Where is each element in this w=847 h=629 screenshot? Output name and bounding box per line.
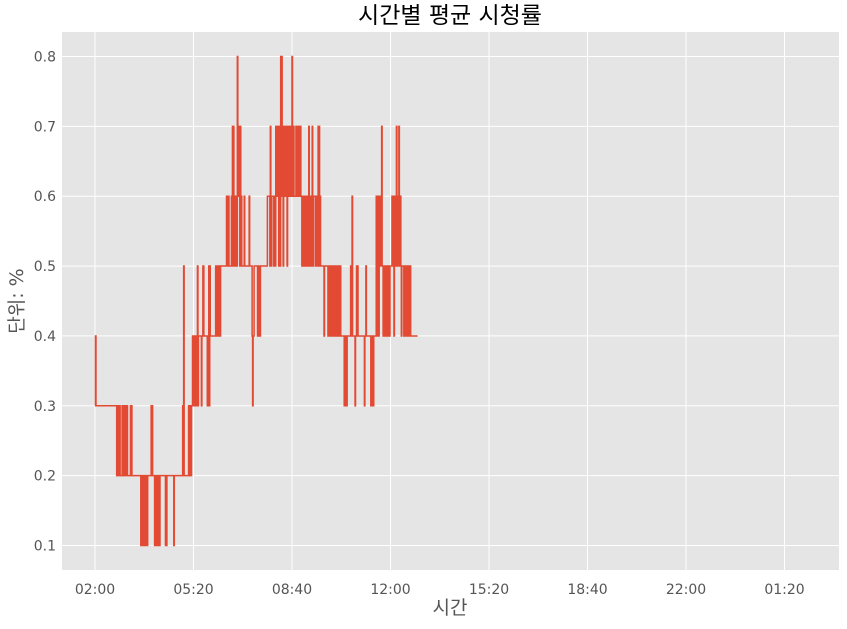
series-line (94, 55, 418, 547)
x-tick-labels: 02:00 05:20 08:40 12:00 15:20 18:40 22:00 01:20 (75, 582, 805, 598)
y-tick-label: 0.6 (34, 189, 56, 205)
y-tick-label: 0.3 (34, 399, 56, 415)
x-tick-label: 22:00 (666, 582, 706, 598)
x-tick-label: 15:20 (469, 582, 509, 598)
y-tick-label: 0.5 (34, 259, 56, 275)
y-tick-label: 0.7 (34, 119, 56, 135)
y-tick-label: 0.1 (34, 539, 56, 555)
x-tick-label: 08:40 (272, 582, 312, 598)
y-tick-label: 0.4 (34, 329, 56, 345)
x-tick-label: 05:20 (173, 582, 213, 598)
y-axis-label: 단위: % (6, 268, 28, 333)
y-tick-label: 0.8 (34, 49, 56, 65)
plot-area (62, 32, 839, 570)
x-axis-label: 시간 (433, 597, 468, 619)
y-tick-label: 0.2 (34, 469, 56, 485)
x-tick-label: 01:20 (764, 582, 804, 598)
x-tick-label: 18:40 (567, 582, 607, 598)
x-tick-label: 12:00 (370, 582, 410, 598)
x-tick-label: 02:00 (75, 582, 115, 598)
chart-title: 시간별 평균 시청률 (358, 3, 542, 29)
y-tick-labels: 0.1 0.2 0.3 0.4 0.5 0.6 0.7 0.8 (34, 49, 56, 554)
